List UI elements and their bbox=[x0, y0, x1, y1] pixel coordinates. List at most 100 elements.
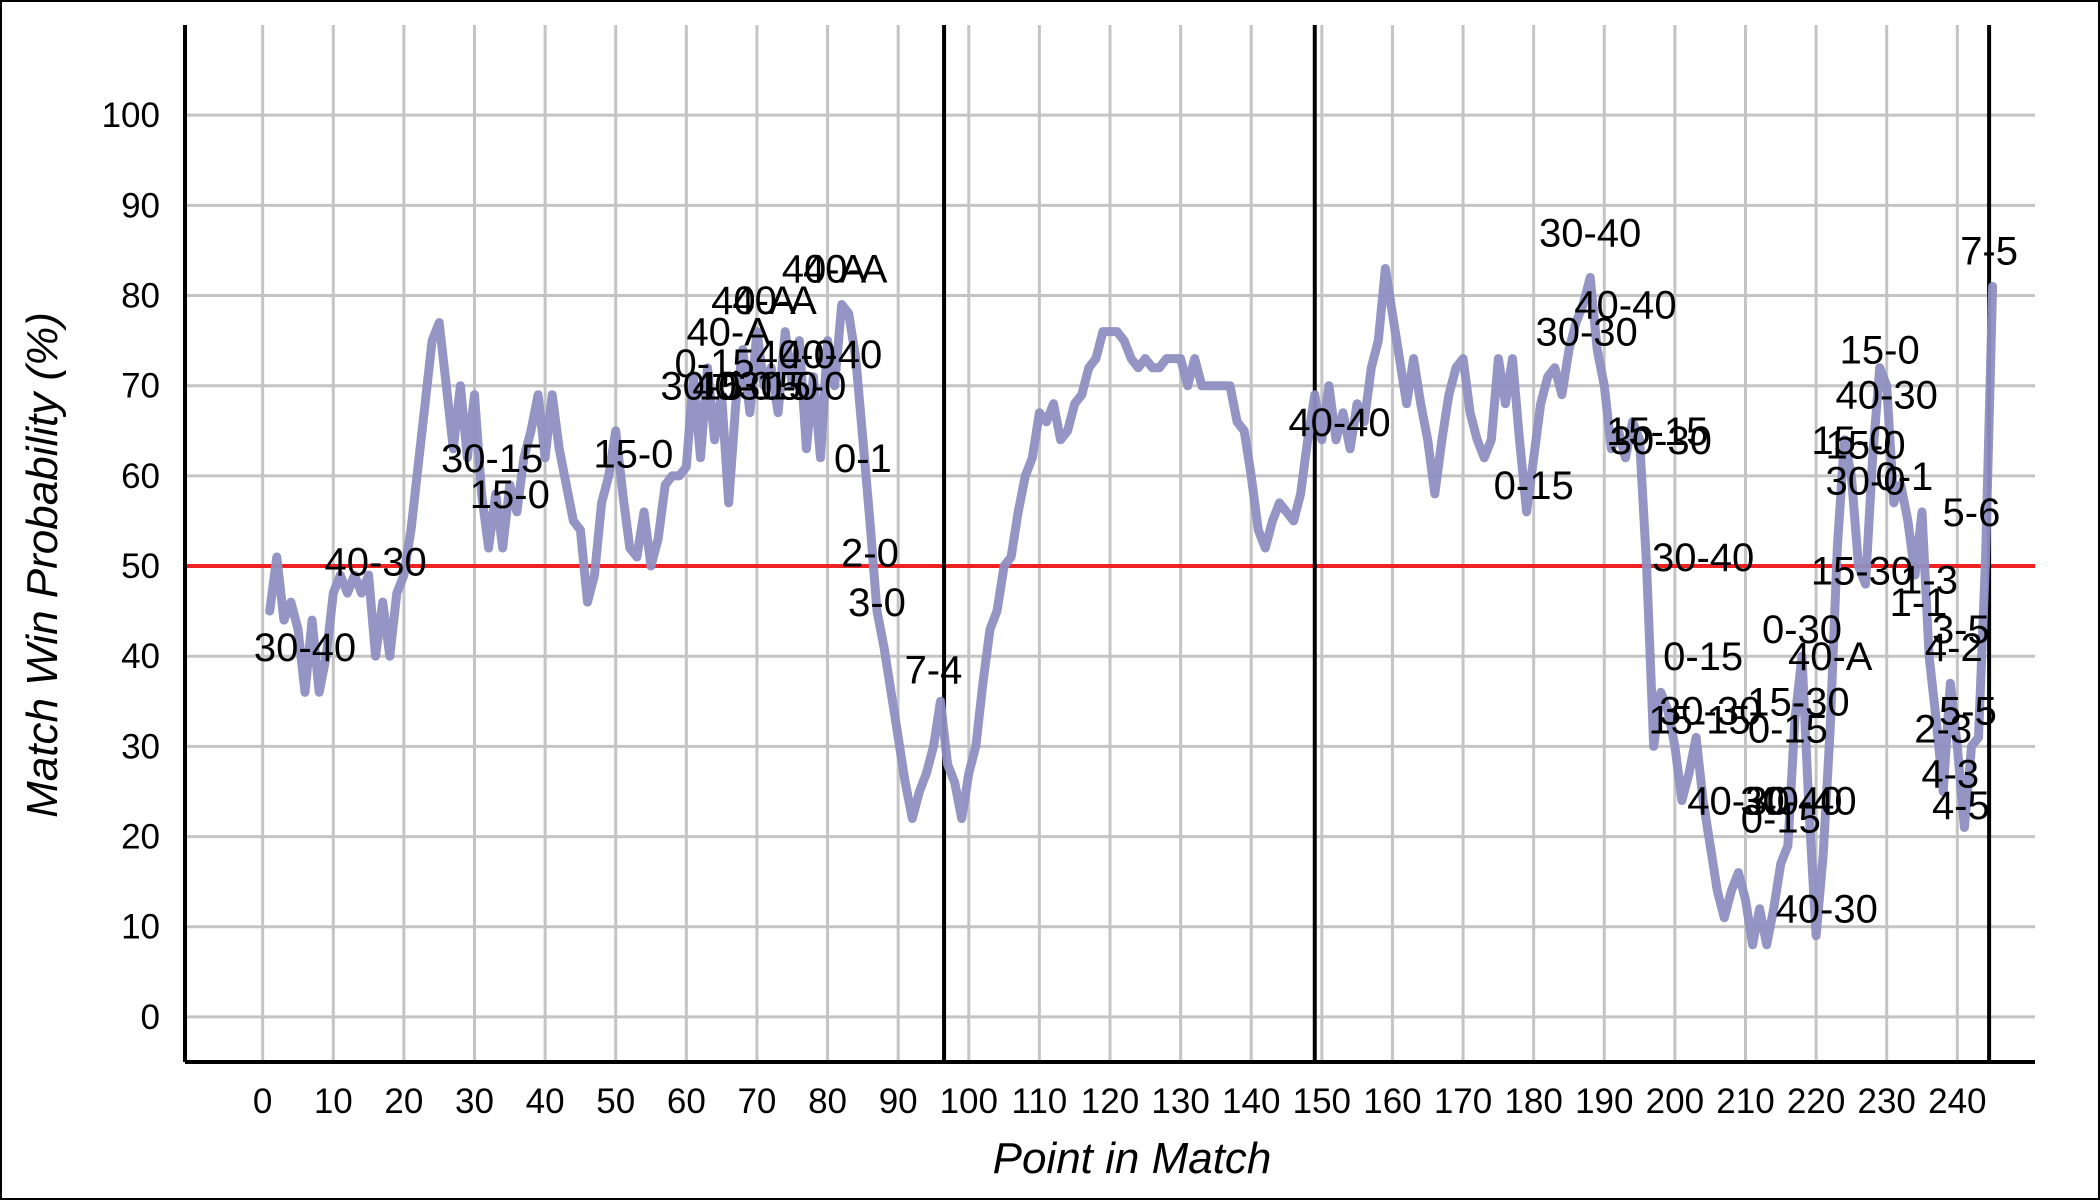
score-label: 7-4 bbox=[905, 649, 963, 693]
score-label: 15-30 bbox=[1811, 550, 1913, 594]
score-label: 2-3 bbox=[1914, 707, 1972, 751]
y-tick-label: 70 bbox=[121, 367, 160, 406]
score-label: 30-30 bbox=[1535, 311, 1637, 355]
x-tick-label: 80 bbox=[808, 1082, 847, 1121]
score-label: 40-0 bbox=[756, 333, 836, 377]
x-tick-label: 170 bbox=[1434, 1082, 1492, 1121]
score-label: 15-0 bbox=[766, 365, 846, 409]
x-tick-label: 230 bbox=[1858, 1082, 1916, 1121]
score-label: 15-15 bbox=[1606, 410, 1708, 454]
score-label: 30-15 bbox=[441, 437, 543, 481]
x-tick-label: 30 bbox=[455, 1082, 494, 1121]
score-label: 4-5 bbox=[1932, 784, 1990, 828]
x-tick-label: 50 bbox=[596, 1082, 635, 1121]
y-tick-label: 50 bbox=[121, 547, 160, 586]
score-label: 15-0 bbox=[1840, 329, 1920, 373]
score-label: 30-0 bbox=[1826, 459, 1906, 503]
score-label: 30-0 bbox=[660, 365, 740, 409]
y-tick-label: 100 bbox=[102, 96, 160, 135]
score-label: 40-40 bbox=[1288, 401, 1390, 445]
x-tick-label: 190 bbox=[1575, 1082, 1633, 1121]
x-tick-label: 90 bbox=[879, 1082, 918, 1121]
score-label: 15-30 bbox=[1747, 680, 1849, 724]
x-tick-label: 20 bbox=[384, 1082, 423, 1121]
score-label: 40-0 bbox=[692, 365, 772, 409]
y-tick-label: 60 bbox=[121, 457, 160, 496]
score-label: 0-15 bbox=[1663, 635, 1743, 679]
x-tick-label: 10 bbox=[314, 1082, 353, 1121]
y-axis-title: Match Win Probability (%) bbox=[18, 312, 67, 818]
score-label: 0-15 bbox=[1748, 707, 1828, 751]
x-tick-label: 40 bbox=[526, 1082, 565, 1121]
score-label: 40-40 bbox=[1574, 284, 1676, 328]
score-label: 15-15 bbox=[1648, 698, 1750, 742]
series-layer bbox=[265, 264, 1998, 950]
score-label: 1-3 bbox=[1900, 559, 1958, 603]
score-label: 0-30 bbox=[1762, 608, 1842, 652]
y-tick-label: 80 bbox=[121, 277, 160, 316]
x-tick-label: 60 bbox=[667, 1082, 706, 1121]
score-label: 40-A bbox=[686, 311, 771, 355]
score-label: 0-15 bbox=[1741, 798, 1821, 842]
x-tick-label: 240 bbox=[1928, 1082, 1986, 1121]
score-label: 30-40 bbox=[254, 626, 356, 670]
score-label: 5-5 bbox=[1939, 689, 1997, 733]
x-tick-label: 150 bbox=[1293, 1082, 1351, 1121]
score-label: 40-A bbox=[782, 247, 867, 291]
win-probability-line bbox=[265, 264, 1998, 950]
score-label: 40-A bbox=[711, 279, 796, 323]
score-label: 2-0 bbox=[841, 532, 899, 576]
x-tick-label: 110 bbox=[1011, 1082, 1067, 1121]
x-tick-label: 210 bbox=[1716, 1082, 1774, 1121]
x-tick-label: 160 bbox=[1363, 1082, 1421, 1121]
score-label: 40-30 bbox=[1687, 779, 1789, 823]
x-tick-label: 200 bbox=[1646, 1082, 1704, 1121]
score-label: 30-30 bbox=[1610, 419, 1712, 463]
score-label: 15-0 bbox=[470, 473, 550, 517]
x-tick-label: 70 bbox=[737, 1082, 776, 1121]
score-label: 3-5 bbox=[1932, 608, 1990, 652]
x-tick-label: 100 bbox=[940, 1082, 998, 1121]
score-label: 15-0 bbox=[1826, 423, 1906, 467]
score-label: 30-40 bbox=[1740, 779, 1842, 823]
y-tick-label: 20 bbox=[121, 818, 160, 857]
score-label: 0-15 bbox=[675, 342, 755, 386]
score-label: 30-0 bbox=[738, 365, 818, 409]
x-tick-label: 220 bbox=[1787, 1082, 1845, 1121]
x-tick-label: 180 bbox=[1504, 1082, 1562, 1121]
score-label: 5-6 bbox=[1943, 491, 2001, 535]
x-tick-label: 130 bbox=[1151, 1082, 1209, 1121]
y-tick-label: 90 bbox=[121, 186, 160, 225]
axes: 0 10 20 30 40 50 60 70 80 90 100 110 120 130 140 150 160… bbox=[102, 25, 2035, 1121]
score-annotations: 30-4040-3030-1515-015-030-00-1540-040-A4… bbox=[254, 211, 2018, 931]
score-label: 30-30 bbox=[1659, 689, 1761, 733]
score-label: 15-0 bbox=[593, 432, 673, 476]
score-label: 1-1 bbox=[1890, 581, 1948, 625]
score-label: 30-40 bbox=[1652, 536, 1754, 580]
y-tick-label: 40 bbox=[121, 637, 160, 676]
score-label: 40-30 bbox=[1776, 888, 1878, 932]
score-label: 40-40 bbox=[1754, 779, 1856, 823]
score-label: 40-A bbox=[1788, 635, 1873, 679]
score-label: 4-3 bbox=[1921, 752, 1979, 796]
x-tick-label: 140 bbox=[1222, 1082, 1280, 1121]
score-label: 0-1 bbox=[834, 437, 892, 481]
y-tick-label: 30 bbox=[121, 727, 160, 766]
score-label: 0-15 bbox=[1494, 464, 1574, 508]
score-label: 40-40 bbox=[780, 333, 882, 377]
x-tick-label: 120 bbox=[1081, 1082, 1139, 1121]
score-label: 40-30 bbox=[324, 541, 426, 585]
score-label: 15-15 bbox=[699, 365, 801, 409]
score-label: 40-A bbox=[732, 279, 817, 323]
score-label: 0-1 bbox=[1875, 455, 1933, 499]
score-label: 30-40 bbox=[1539, 211, 1641, 255]
x-tick-label: 0 bbox=[253, 1082, 272, 1121]
score-label: 15-0 bbox=[1811, 419, 1891, 463]
y-tick-label: 0 bbox=[141, 998, 160, 1037]
score-label: 40-A bbox=[803, 247, 888, 291]
score-label: 4-2 bbox=[1925, 626, 1983, 670]
score-label: 7-5 bbox=[1960, 229, 2018, 273]
